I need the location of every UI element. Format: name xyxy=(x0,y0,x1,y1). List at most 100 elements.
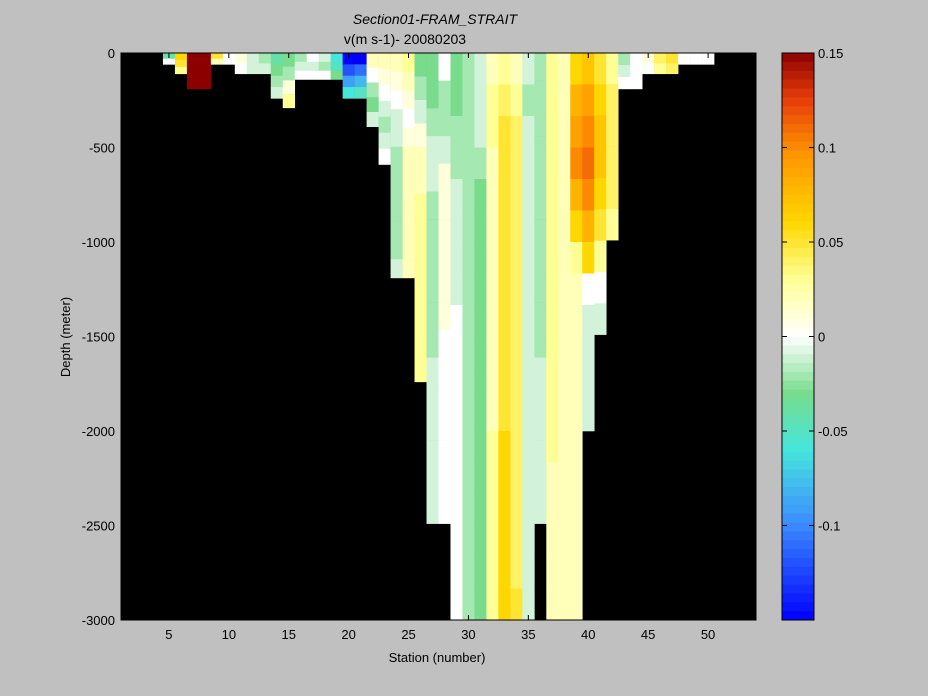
heatmap-cell xyxy=(594,146,607,179)
heatmap-cell xyxy=(594,115,607,148)
heatmap-cell xyxy=(486,462,499,495)
colorbar: 0.15 0.1 0.05 0 -0.05 -0.1 xyxy=(781,46,848,621)
heatmap-cell xyxy=(474,399,487,432)
heatmap-cell xyxy=(594,209,607,242)
heatmap-cell xyxy=(534,302,547,331)
heatmap-cell xyxy=(546,336,559,369)
heatmap-cell xyxy=(462,368,475,400)
heatmap-cell xyxy=(462,179,475,211)
heatmap-cell xyxy=(426,163,439,192)
heatmap-cell xyxy=(426,440,439,469)
colorbar-segment xyxy=(782,380,814,391)
heatmap-cell xyxy=(570,494,583,526)
x-axis-label: Station (number) xyxy=(389,650,486,665)
heatmap-cell xyxy=(534,246,547,275)
heatmap-cell xyxy=(546,242,559,274)
heatmap-cell xyxy=(570,305,583,337)
colorbar-segment xyxy=(782,460,814,470)
heatmap-cell xyxy=(438,495,451,524)
colorbar-segment xyxy=(782,584,814,594)
heatmap-cell xyxy=(198,53,212,63)
heatmap-cell xyxy=(426,357,439,386)
colorbar-segment xyxy=(782,70,814,80)
heatmap-cell xyxy=(438,468,451,497)
heatmap-cell xyxy=(522,84,535,117)
heatmap-cell xyxy=(510,242,523,274)
colorbar-segment xyxy=(782,283,814,293)
colorbar-segment xyxy=(782,451,814,461)
heatmap-cell xyxy=(450,588,463,621)
colorbar-segment xyxy=(782,504,814,515)
heatmap-cell xyxy=(582,179,595,211)
heatmap-cell xyxy=(426,495,439,524)
heatmap-cell xyxy=(498,210,511,243)
heatmap-cell xyxy=(486,336,499,369)
heatmap-cell xyxy=(162,58,176,65)
heatmap-cell xyxy=(546,368,559,400)
heatmap-cell xyxy=(570,399,583,432)
heatmap-cell xyxy=(270,87,284,99)
heatmap-cell xyxy=(570,242,583,274)
x-tick-label: 25 xyxy=(401,627,415,642)
heatmap-cell xyxy=(390,71,403,91)
heatmap-cell xyxy=(474,210,487,243)
heatmap-cell xyxy=(534,80,547,109)
heatmap-cell xyxy=(426,385,439,414)
heatmap-cell xyxy=(522,525,535,558)
heatmap-cell xyxy=(450,494,463,526)
colorbar-segment xyxy=(782,256,814,267)
colorbar-segment xyxy=(782,354,814,364)
heatmap-cell xyxy=(210,58,224,65)
y-tick-label: -2500 xyxy=(82,519,115,534)
heatmap-cell xyxy=(234,63,248,75)
heatmap-cell xyxy=(522,53,535,85)
heatmap-cell xyxy=(282,80,296,95)
heatmap-cell xyxy=(462,242,475,274)
heatmap-cell xyxy=(534,440,547,469)
heatmap-cell xyxy=(546,557,559,589)
heatmap-cell xyxy=(450,242,463,274)
heatmap-cell xyxy=(558,84,571,117)
heatmap-cell xyxy=(450,525,463,558)
colorbar-segment xyxy=(782,522,814,532)
heatmap-cell xyxy=(390,146,403,166)
heatmap-cell xyxy=(570,116,583,148)
heatmap-cell xyxy=(438,53,451,81)
heatmap-cell xyxy=(354,75,367,88)
heatmap-cell xyxy=(234,53,248,64)
heatmap-cell xyxy=(426,246,439,275)
heatmap-cell xyxy=(534,357,547,386)
heatmap-cell xyxy=(486,116,499,148)
heatmap-cell xyxy=(558,399,571,432)
colorbar-segment xyxy=(782,230,814,240)
heatmap-cell xyxy=(426,191,439,220)
x-tick-label: 40 xyxy=(581,627,595,642)
heatmap-cell xyxy=(174,59,188,68)
heatmap-cell xyxy=(522,305,535,337)
colorbar-segment xyxy=(782,88,814,98)
heatmap-cell xyxy=(438,440,451,469)
heatmap-cell xyxy=(462,494,475,526)
heatmap-cell xyxy=(342,75,355,88)
heatmap-cell xyxy=(534,412,547,441)
heatmap-cell xyxy=(474,494,487,526)
heatmap-cell xyxy=(666,53,679,64)
heatmap-cell xyxy=(462,557,475,589)
heatmap-cell xyxy=(558,431,571,463)
heatmap-cell xyxy=(546,399,559,432)
heatmap-cell xyxy=(354,53,367,65)
heatmap-cell xyxy=(510,336,523,369)
colorbar-segment xyxy=(782,433,814,444)
heatmap-cell xyxy=(558,368,571,400)
heatmap-cell xyxy=(438,412,451,441)
heatmap-cell xyxy=(282,53,296,67)
heatmap-cell xyxy=(390,240,403,260)
heatmap-cell xyxy=(510,431,523,463)
x-axis-ticks: 5 10 15 20 25 30 35 40 45 50 xyxy=(165,53,715,642)
heatmap-cell xyxy=(498,462,511,495)
heatmap-cell xyxy=(462,399,475,432)
heatmap-cell xyxy=(438,302,451,331)
heatmap-cell xyxy=(414,53,427,77)
x-tick-label: 50 xyxy=(701,627,715,642)
heatmap-cell xyxy=(546,588,559,621)
